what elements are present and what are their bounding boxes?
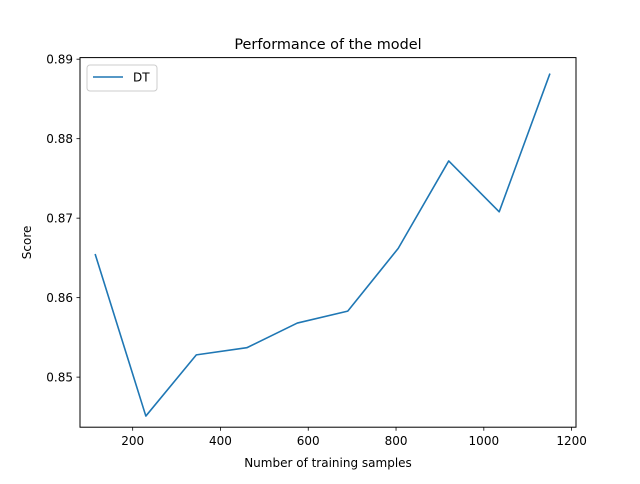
x-axis-label: Number of training samples — [244, 456, 412, 470]
x-tick-label: 1200 — [556, 434, 587, 448]
x-tick-label: 400 — [209, 434, 232, 448]
legend: DT — [87, 65, 157, 91]
chart-title: Performance of the model — [234, 37, 421, 53]
y-tick-label: 0.85 — [46, 370, 73, 384]
y-axis-label: Score — [20, 226, 34, 260]
y-axis-ticks: 0.85 0.86 0.87 0.88 0.89 — [46, 52, 80, 384]
y-tick-label: 0.88 — [46, 132, 73, 146]
plot-series — [95, 74, 549, 416]
y-tick-label: 0.89 — [46, 52, 73, 66]
x-tick-label: 600 — [297, 434, 320, 448]
x-tick-label: 1000 — [469, 434, 500, 448]
x-axis-ticks: 200 400 600 800 1000 1200 — [121, 427, 587, 448]
y-tick-label: 0.86 — [46, 291, 73, 305]
x-tick-label: 200 — [121, 434, 144, 448]
x-tick-label: 800 — [385, 434, 408, 448]
axes-frame — [80, 58, 576, 428]
y-tick-label: 0.87 — [46, 211, 73, 225]
series-line-dt — [95, 74, 549, 416]
legend-label-dt: DT — [133, 71, 150, 85]
